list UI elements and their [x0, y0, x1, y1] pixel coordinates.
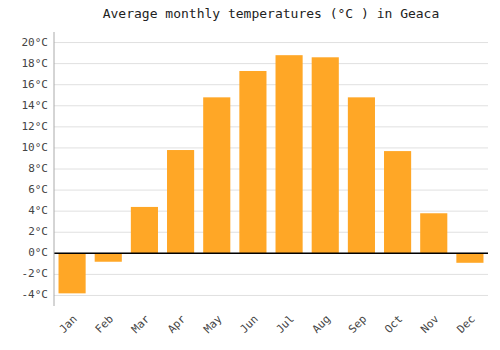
grid-line	[54, 169, 488, 170]
zero-line	[54, 253, 488, 255]
grid-line	[54, 211, 488, 212]
x-tick-label: Jul	[274, 313, 297, 336]
y-tick-label: 8°C	[28, 162, 48, 175]
grid-line	[54, 190, 488, 191]
bar	[203, 97, 230, 253]
y-tick-label: 12°C	[22, 120, 49, 133]
x-tick-label: Apr	[165, 312, 189, 336]
bar	[312, 57, 339, 253]
bar	[456, 253, 483, 262]
grid-line	[54, 105, 488, 106]
grid-line	[54, 295, 488, 296]
y-axis-line	[54, 32, 55, 306]
bar	[59, 253, 86, 293]
bar	[348, 97, 375, 253]
x-tick-label: Sep	[346, 313, 369, 336]
bar	[131, 207, 158, 253]
x-tick-label: Dec	[454, 313, 477, 336]
grid-line	[54, 63, 488, 64]
y-tick-label: -2°C	[22, 267, 49, 280]
y-tick-label: -4°C	[22, 288, 49, 301]
bar	[167, 150, 194, 253]
grid-line	[54, 84, 488, 85]
bar	[239, 71, 266, 253]
y-tick-label: 4°C	[28, 204, 48, 217]
x-tick-label: Jan	[57, 313, 80, 336]
y-tick-label: 18°C	[22, 57, 49, 70]
x-tick-label: Mar	[129, 312, 153, 336]
bar	[420, 213, 447, 253]
chart: Average monthly temperatures (°C ) in Ge…	[0, 0, 500, 350]
x-tick-label: Jun	[237, 313, 260, 336]
y-tick-label: 6°C	[28, 183, 48, 196]
y-tick-label: 2°C	[28, 225, 48, 238]
x-tick-label: Feb	[93, 313, 116, 336]
grid-line	[54, 126, 488, 127]
x-tick-label: May	[201, 312, 225, 336]
title: Average monthly temperatures (°C ) in Ge…	[103, 6, 440, 21]
grid-line	[54, 147, 488, 148]
bars	[59, 55, 484, 293]
grid-line	[54, 274, 488, 275]
x-tick-label: Aug	[310, 313, 333, 336]
x-axis-ticks: Jan Feb Mar Apr May Jun Jul Aug Sep Oct Nov Dec	[57, 312, 478, 336]
chart-container: Average monthly temperatures (°C ) in Ge…	[0, 0, 500, 350]
grid	[54, 43, 488, 296]
x-tick-label: Nov	[418, 312, 442, 336]
grid-line	[54, 42, 488, 43]
y-tick-label: 16°C	[22, 78, 49, 91]
bar	[384, 151, 411, 253]
bar	[276, 55, 303, 253]
bar	[95, 253, 122, 261]
x-tick-label: Oct	[382, 313, 405, 336]
y-tick-label: 20°C	[22, 36, 49, 49]
y-axis-ticks: -4°C -2°C 0°C 2°C 4°C 6°C 8°C 10°C 12°C 14°C 16°C 1…	[22, 36, 49, 302]
y-tick-label: 14°C	[22, 99, 49, 112]
y-tick-label: 10°C	[22, 141, 49, 154]
grid-line	[54, 253, 488, 254]
y-tick-label: 0°C	[28, 246, 48, 259]
